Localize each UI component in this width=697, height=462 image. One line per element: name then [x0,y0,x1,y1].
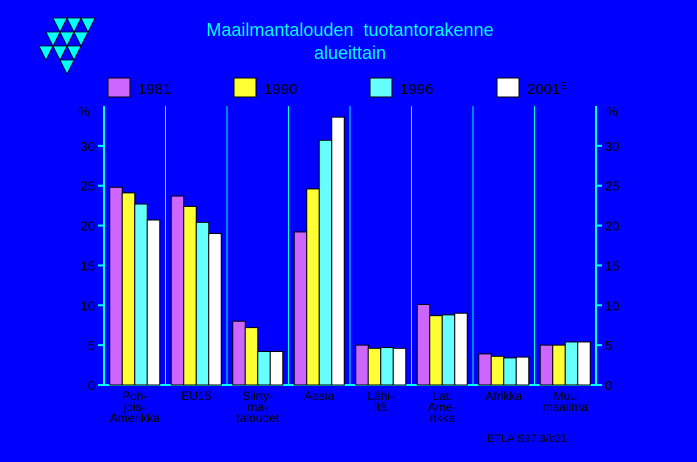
legend-label-2001: 2001E [527,81,567,98]
logo-triangle-5 [73,31,89,47]
bar-1996-3 [318,139,333,386]
bars [109,116,591,386]
bar-1990-7 [552,344,566,386]
legend-swatch-1981 [107,77,131,98]
bar-2001-0 [146,219,161,386]
bar-1981-6 [478,353,492,386]
category-label-5: rikka [430,411,456,425]
y-tick-label-right: 25 [605,179,619,194]
bar-1990-2 [244,327,259,386]
bar-1996-2 [257,351,271,386]
legend-swatch-2001 [496,77,520,98]
legend-swatch-1996 [369,77,393,98]
bar-1981-1 [170,195,185,386]
category-label-7: maailma [543,400,589,414]
category-label-2: mä- [247,400,268,414]
bar-2001-7 [577,341,591,386]
y-tick-label-right: 0 [605,378,612,393]
logo-triangle-6 [38,45,54,61]
bar-2001-4 [392,347,407,386]
legend-swatch-1990 [233,77,257,98]
bar-2001-3 [331,116,345,386]
bar-1990-4 [367,347,382,386]
logo-triangle-7 [52,45,68,61]
bar-1990-3 [306,188,320,386]
category-label-5: Lat. [432,389,452,403]
category-label-6: Afrikka [485,389,522,403]
category-label-5: Ame- [428,400,457,414]
y-tick-label-left: 20 [81,219,95,234]
bar-1981-4 [355,344,369,386]
y-tick-label-right: 30 [605,139,619,154]
bar-1990-6 [490,355,505,386]
y-axis-left-label: % [78,104,90,119]
y-tick-label-left: 25 [81,179,95,194]
bar-2001-2 [269,351,284,386]
category-label-0: Amerikka [110,411,160,425]
y-tick-label-right: 20 [605,219,619,234]
category-labels: Poh-jois-Amerikka EU15 Siirty-mä-taloudet A… [110,389,589,425]
y-tick-label-left: 30 [81,139,95,154]
logo-triangle-8 [66,45,82,61]
bar-1996-7 [564,341,579,386]
legend-label-1996: 1996 [400,81,433,98]
legend: 1981 1990 1996 2001E [107,77,567,98]
y-tick-label-left: 10 [81,298,95,313]
logo-triangle-1 [66,17,82,33]
category-label-2: taloudet [236,411,279,425]
bar-2001-6 [515,356,530,386]
category-label-3: Aasia [304,389,334,403]
bar-2001-1 [208,233,222,386]
logo-triangle-3 [45,31,61,47]
logo-triangle-0 [52,17,68,33]
bar-1990-5 [429,315,443,386]
category-label-0: Poh- [122,389,147,403]
y-tick-label-right: 15 [605,258,619,273]
bar-1981-7 [539,344,554,386]
bar-1981-2 [232,320,246,386]
bar-1996-6 [503,357,517,386]
category-label-1: EU15 [181,389,211,403]
legend-label-1990: 1990 [264,81,297,98]
bar-1996-0 [134,203,148,386]
legend-suffix-2001: E [560,81,567,92]
bar-1990-0 [121,192,136,386]
bar-1981-5 [416,303,431,386]
category-label-4: itä [374,400,387,414]
bar-1981-3 [293,231,308,386]
bar-1996-4 [380,347,394,386]
category-label-7: Muu [554,389,577,403]
y-tick-label-left: 0 [88,378,95,393]
chart-subtitle: alueittain [314,43,386,63]
category-label-2: Siirty- [242,389,273,403]
bar-1990-1 [183,205,197,386]
logo-triangle-9 [59,59,75,75]
category-label-0: jois- [123,400,146,414]
bar-1996-1 [195,221,210,386]
bar-1996-5 [441,314,456,386]
y-tick-label-right: 10 [605,298,619,313]
bar-2001-5 [454,312,468,386]
triangle-cluster-logo [38,17,96,75]
y-tick-label-left: 15 [81,258,95,273]
y-tick-label-left: 5 [88,338,95,353]
category-label-4: Lähi- [367,389,394,403]
y-axis-right-label: % [606,104,618,119]
y-tick-label-right: 5 [605,338,612,353]
legend-label-1981: 1981 [138,81,171,98]
chart-title: Maailmantalouden tuotantorakenne [206,20,493,40]
source-note: ETLA S97.3/b31 [487,433,567,445]
logo-triangle-4 [59,31,75,47]
bar-1981-0 [109,186,123,386]
logo-triangle-2 [80,17,96,33]
axes: 0 0 5 5 10 10 15 15 20 20 25 25 30 30 [81,106,619,393]
